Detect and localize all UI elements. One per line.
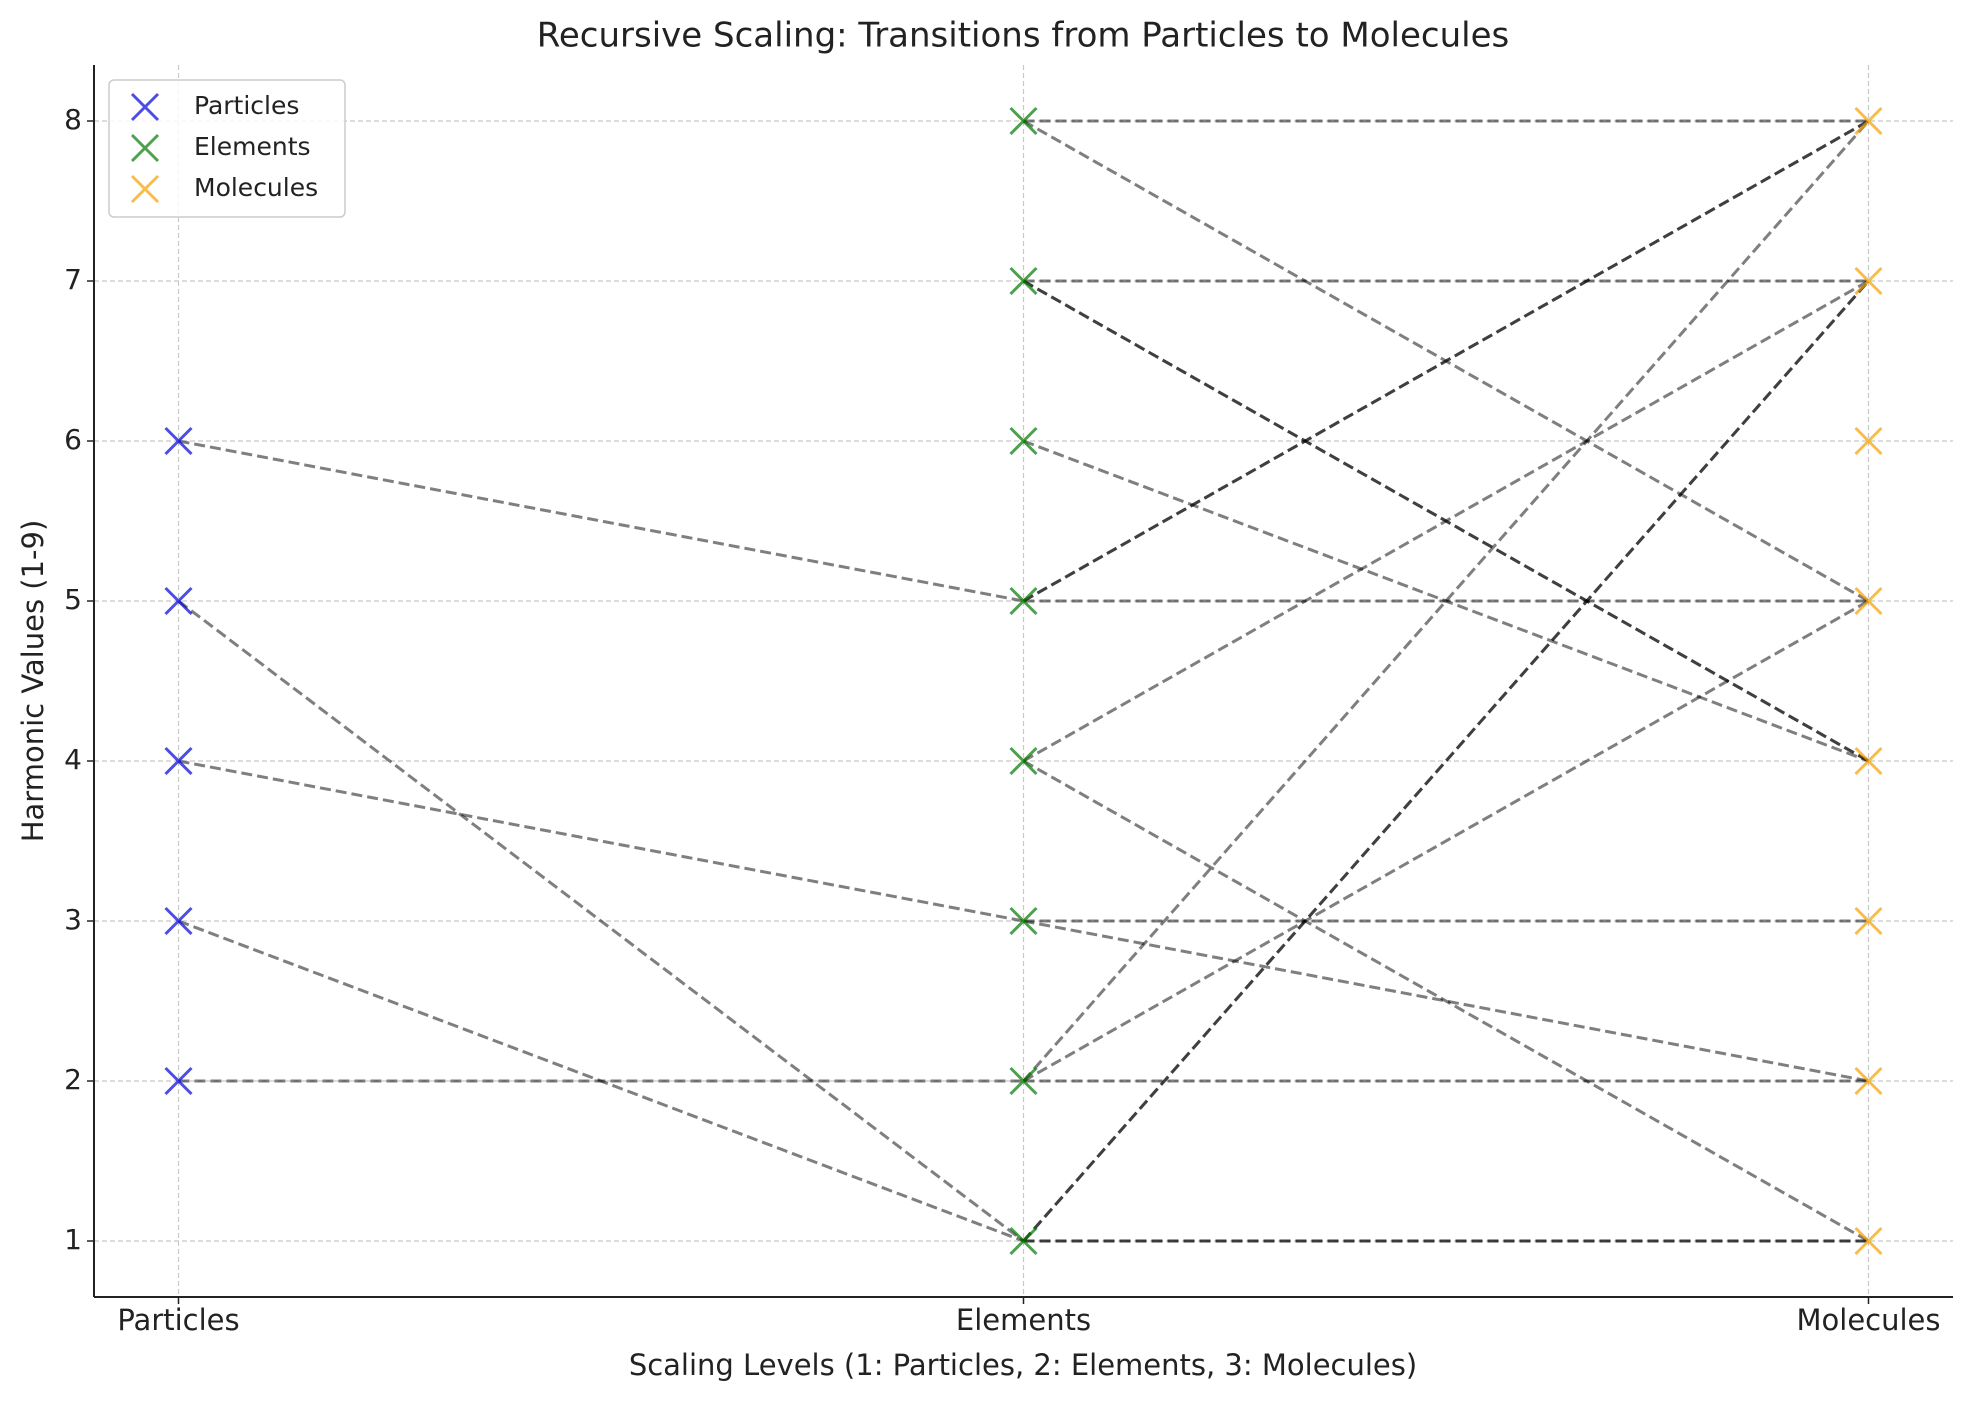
y-tick-label: 1 (64, 1223, 82, 1256)
y-tick-label: 5 (64, 583, 82, 616)
marker (164, 1066, 193, 1096)
marker (1009, 266, 1038, 296)
x-tick-label: Molecules (1797, 1303, 1941, 1337)
marker (1009, 586, 1038, 616)
transition-line (1022, 280, 1870, 1242)
y-tick-label: 7 (64, 263, 82, 296)
marker (1854, 1066, 1883, 1096)
marker (1009, 426, 1038, 456)
chart-title: Recursive Scaling: Transitions from Part… (537, 16, 1509, 56)
transition-line (178, 759, 1024, 923)
legend-label: Elements (194, 132, 311, 161)
marker (1854, 906, 1883, 936)
y-axis-label: Harmonic Values (1-9) (16, 520, 50, 843)
y-tick-label: 8 (64, 103, 82, 136)
marker (1009, 746, 1038, 776)
legend-marker (130, 92, 160, 122)
legend-box (108, 79, 346, 218)
transition-line (177, 599, 1025, 1243)
transition-line (1022, 759, 1870, 1243)
marker (1009, 1066, 1038, 1096)
x-tick-label: Particles (117, 1303, 239, 1337)
marker (164, 426, 193, 456)
marker (1854, 266, 1883, 296)
marker (1009, 1226, 1038, 1256)
marker (164, 746, 193, 776)
marker (164, 586, 193, 616)
y-tick-label: 3 (64, 903, 82, 936)
marker (1009, 106, 1038, 136)
legend-label: Particles (194, 91, 299, 120)
legend-marker (130, 174, 160, 204)
marker (1854, 746, 1883, 776)
marker (1009, 906, 1038, 936)
y-tick-label: 2 (64, 1063, 82, 1096)
legend-label: Molecules (194, 173, 318, 202)
y-tick-label: 6 (64, 423, 82, 456)
marker (164, 906, 193, 936)
legend-marker (130, 133, 160, 163)
transition-line (1022, 119, 1870, 603)
marker (1854, 106, 1883, 136)
transition-line (1022, 599, 1870, 1083)
marker (1854, 426, 1883, 456)
transition-line (1022, 279, 1870, 763)
marker (1854, 586, 1883, 616)
x-tick-label: Elements (956, 1303, 1091, 1337)
x-axis-label: Scaling Levels (1: Particles, 2: Element… (629, 1348, 1417, 1382)
marker (1854, 1226, 1883, 1256)
transition-line (178, 439, 1024, 603)
transition-line (1022, 120, 1870, 1082)
y-tick-label: 4 (64, 743, 82, 776)
